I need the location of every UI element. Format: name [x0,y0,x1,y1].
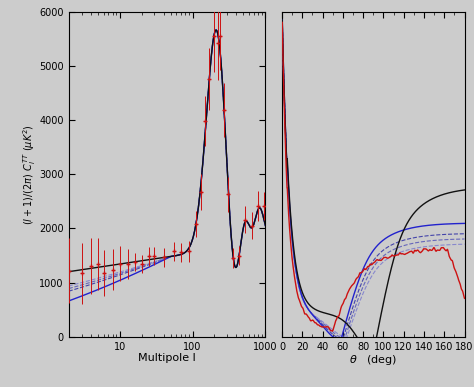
X-axis label: $\theta$   (deg): $\theta$ (deg) [349,353,397,367]
X-axis label: Multipole l: Multipole l [138,353,196,363]
Y-axis label: $(l+1)/(2\pi)\ C_l^{TT}\ (\mu K^2)$: $(l+1)/(2\pi)\ C_l^{TT}\ (\mu K^2)$ [21,124,38,224]
